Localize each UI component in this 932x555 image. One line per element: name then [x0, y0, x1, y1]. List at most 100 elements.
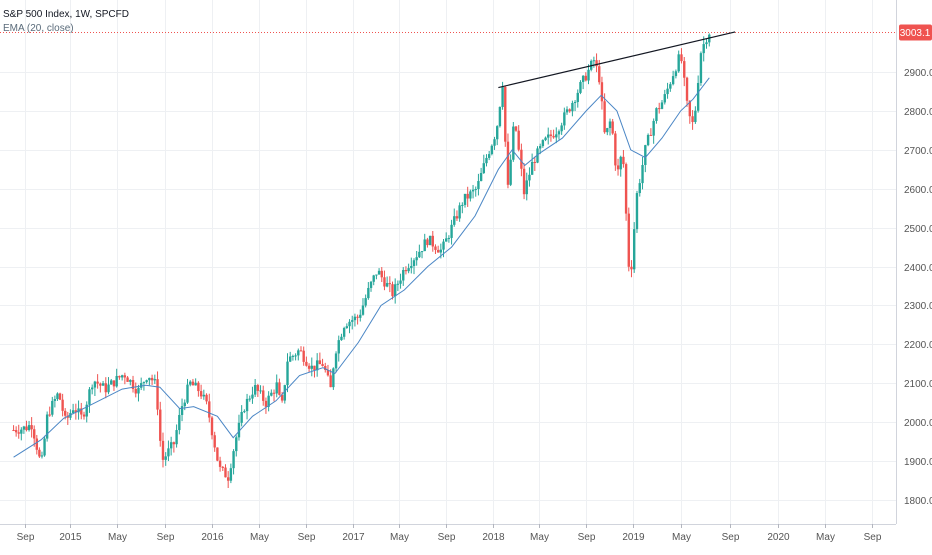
candle-body [361, 305, 365, 315]
candle-up [487, 151, 491, 161]
candle-body [297, 350, 300, 356]
candle-body [210, 417, 214, 436]
candle-body [671, 76, 675, 85]
candle-body [541, 140, 545, 147]
candle-body [380, 270, 383, 278]
candle-up [377, 268, 381, 275]
candle-body [680, 54, 683, 62]
candle-body [237, 422, 241, 438]
candle-up [412, 258, 416, 275]
candle-body [186, 384, 189, 403]
candle-down [278, 378, 281, 396]
candle-down [600, 76, 604, 110]
candle-body [669, 84, 672, 89]
time-tick-label: Sep [722, 532, 740, 543]
candle-body [307, 365, 311, 369]
candle-body [229, 468, 233, 481]
candle-up [485, 154, 488, 167]
time-tick-label: Sep [17, 532, 35, 543]
candle-up [498, 106, 502, 128]
candle-body [20, 429, 23, 434]
candle-up [289, 351, 292, 363]
candle-body [334, 353, 338, 369]
candle-body [107, 384, 110, 393]
candle-down [307, 363, 311, 373]
candle-down [506, 133, 510, 189]
candle-down [552, 129, 555, 139]
candle-up [353, 313, 357, 327]
candle-down [159, 401, 162, 447]
candle-down [688, 100, 692, 124]
candle-body [224, 467, 227, 478]
time-tick-label: Sep [864, 532, 882, 543]
candle-body [434, 246, 437, 250]
candle-down [616, 158, 620, 176]
candle-body [159, 409, 162, 441]
candle-up [410, 257, 413, 274]
candle-body [180, 406, 184, 415]
price-tick-label: 2300.0 [904, 301, 932, 312]
candle-up [85, 401, 88, 423]
price-tick-label: 2000.0 [904, 418, 932, 429]
candle-body [164, 456, 167, 460]
candle-down [522, 163, 526, 200]
candle-body [506, 141, 510, 185]
candle-down [264, 397, 268, 414]
price-tick-label: 1800.0 [904, 496, 932, 507]
candle-body [598, 66, 601, 83]
candle-down [649, 128, 653, 136]
candle-up [530, 153, 534, 175]
candle-up [447, 235, 451, 243]
candle-body [183, 402, 186, 407]
candle-up [367, 282, 370, 300]
candle-body [396, 283, 400, 285]
candle-down [549, 129, 553, 142]
candle-body [345, 326, 349, 329]
candle-down [216, 447, 219, 462]
candle-body [410, 265, 413, 269]
candle-body [251, 394, 254, 399]
candle-body [445, 238, 448, 242]
candle-body [367, 287, 370, 299]
candle-up [291, 354, 295, 361]
candle-up [27, 420, 31, 432]
candle-up [334, 351, 338, 373]
candle-up [369, 280, 373, 292]
trendline[interactable] [498, 31, 736, 89]
price-tick-label: 2100.0 [904, 379, 932, 390]
candle-body [555, 134, 558, 138]
candle-body [364, 298, 367, 306]
candle-body [104, 383, 107, 393]
candle-up [573, 100, 577, 112]
candle-down [324, 362, 327, 373]
candle-up [587, 64, 590, 85]
candle-body [134, 388, 137, 394]
candle-up [235, 435, 238, 457]
candle-up [56, 392, 59, 401]
candle-up [571, 100, 574, 117]
candle-body [699, 53, 703, 83]
candle-up [351, 315, 354, 330]
candle-up [428, 235, 432, 246]
time-axis[interactable]: Sep 2015 May Sep 2016 May Sep 2017 May Sep 2018 May… [17, 524, 882, 543]
candle-body [82, 414, 86, 417]
candle-body [64, 410, 67, 416]
candle-body [221, 466, 224, 468]
candle-body [702, 44, 705, 54]
candle-body [99, 383, 102, 386]
candle-down [321, 358, 324, 367]
candle-body [313, 365, 316, 371]
candle-down [134, 382, 137, 398]
time-tick-label: Sep [298, 532, 316, 543]
candle-body [305, 361, 308, 366]
candles [12, 33, 711, 489]
candle-body [208, 401, 211, 418]
price-axis[interactable]: 1800.0 1900.0 2000.0 2100.0 2200.0 2300.0 2400… [904, 68, 932, 507]
candle-up [43, 435, 46, 457]
candle-down [426, 237, 429, 248]
candle-body [202, 394, 206, 397]
resistance-trendline[interactable] [498, 31, 736, 89]
candle-down [568, 108, 571, 113]
